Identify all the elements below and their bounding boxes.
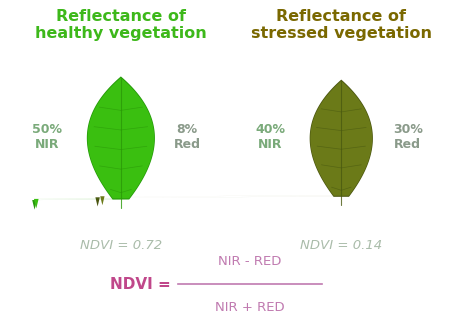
Text: NDVI = 0.14: NDVI = 0.14 — [300, 239, 383, 252]
Text: Reflectance of
healthy vegetation: Reflectance of healthy vegetation — [35, 9, 207, 41]
Polygon shape — [95, 80, 373, 206]
Text: NIR + RED: NIR + RED — [215, 301, 285, 314]
Text: NDVI =: NDVI = — [110, 277, 171, 292]
Text: 8%
Red: 8% Red — [174, 123, 201, 151]
Text: 30%
Red: 30% Red — [392, 123, 423, 151]
Text: Reflectance of
stressed vegetation: Reflectance of stressed vegetation — [251, 9, 432, 41]
Text: 50%
NIR: 50% NIR — [32, 123, 63, 151]
Text: NIR - RED: NIR - RED — [219, 255, 282, 268]
Polygon shape — [34, 78, 154, 208]
Polygon shape — [100, 81, 372, 205]
Text: NDVI = 0.72: NDVI = 0.72 — [80, 239, 162, 252]
Polygon shape — [32, 77, 155, 209]
Text: 40%
NIR: 40% NIR — [255, 123, 285, 151]
